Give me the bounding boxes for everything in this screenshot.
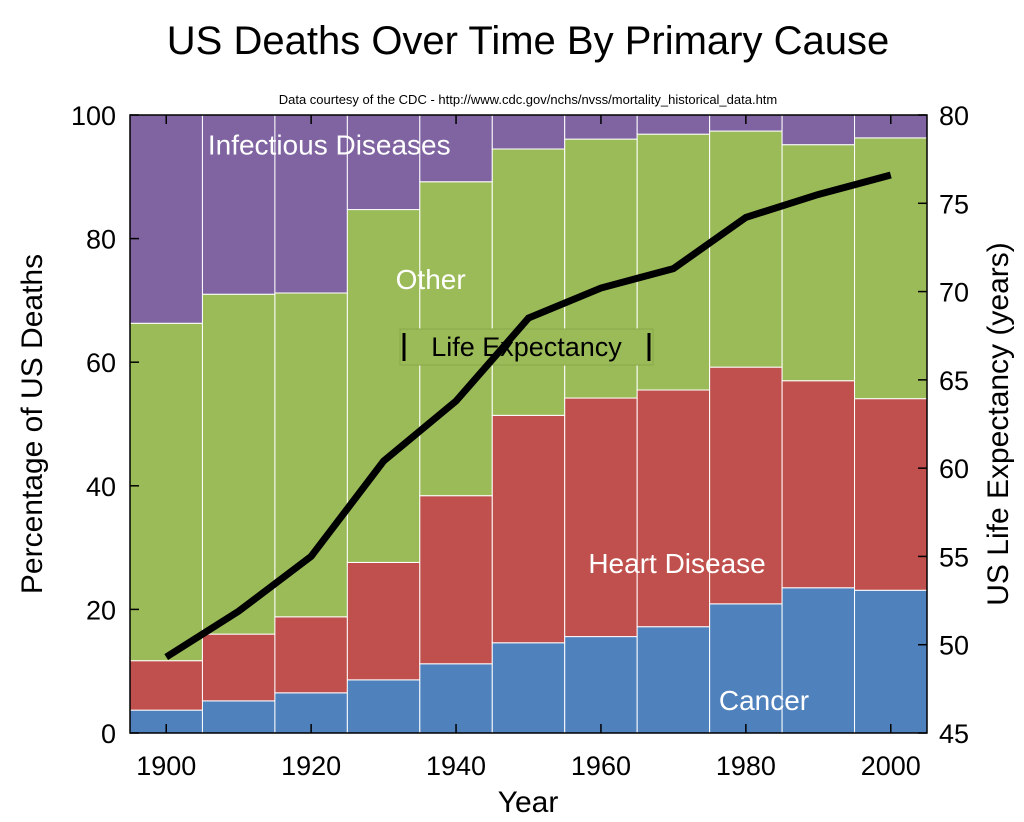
bar-heart-disease-2000 bbox=[854, 398, 928, 591]
bar-infectious-diseases-1950 bbox=[491, 114, 566, 150]
bar-other-1920 bbox=[274, 292, 348, 618]
y-tick-label-0: 0 bbox=[101, 719, 116, 749]
y-axis-left: 0 20 40 60 80 100 bbox=[71, 101, 139, 749]
y-tick-label-100: 100 bbox=[71, 101, 116, 131]
bar-infectious-diseases-1930 bbox=[346, 114, 421, 211]
bar-heart-disease-1910 bbox=[201, 633, 276, 702]
x-tick-label-1900: 1900 bbox=[136, 751, 196, 781]
y2-tick-label-45: 45 bbox=[939, 719, 969, 749]
bar-cancer-1950 bbox=[491, 642, 566, 734]
x-axis-label: Year bbox=[498, 786, 559, 819]
x-tick-label-1940: 1940 bbox=[426, 751, 486, 781]
bar-cancer-1910 bbox=[201, 700, 276, 734]
bar-cancer-1970 bbox=[636, 626, 711, 734]
y2-tick-label-65: 65 bbox=[939, 366, 969, 396]
bar-cancer-1990 bbox=[781, 587, 856, 734]
chart-title: US Deaths Over Time By Primary Cause bbox=[167, 19, 889, 63]
life-expectancy-line-layer bbox=[164, 171, 892, 661]
bar-infectious-diseases-1910 bbox=[201, 114, 276, 295]
bar-heart-disease-1960 bbox=[564, 397, 638, 638]
y-tick-label-20: 20 bbox=[86, 595, 116, 625]
bar-other-1950 bbox=[491, 148, 566, 416]
region-label-other: Other bbox=[396, 264, 466, 295]
bar-heart-disease-1920 bbox=[274, 616, 348, 694]
y2-tick-label-55: 55 bbox=[939, 542, 969, 572]
chart-subtitle: Data courtesy of the CDC - http://www.cd… bbox=[279, 92, 778, 107]
bar-infectious-diseases-1900 bbox=[129, 114, 203, 324]
bar-cancer-1940 bbox=[419, 663, 493, 734]
bar-cancer-1960 bbox=[564, 636, 638, 734]
bars-layer bbox=[129, 114, 928, 734]
y-axis-right: 45 50 55 60 65 70 75 80 bbox=[918, 101, 969, 749]
bar-other-1990 bbox=[781, 144, 856, 382]
y2-tick-label-60: 60 bbox=[939, 454, 969, 484]
x-axis: 1900 1920 1940 1960 1980 2000 bbox=[136, 115, 921, 781]
bar-infectious-diseases-1940 bbox=[419, 114, 493, 183]
y2-tick-label-80: 80 bbox=[939, 101, 969, 131]
x-tick-label-1980: 1980 bbox=[716, 751, 776, 781]
bar-other-1980 bbox=[709, 130, 783, 368]
bar-cancer-1930 bbox=[346, 679, 421, 734]
legend-box bbox=[399, 328, 654, 366]
bar-other-1930 bbox=[346, 209, 421, 563]
bar-heart-disease-1930 bbox=[346, 561, 421, 681]
region-label-heart-disease: Heart Disease bbox=[588, 548, 765, 579]
bar-heart-disease-1940 bbox=[419, 495, 493, 665]
y-axis-label: Percentage of US Deaths bbox=[16, 254, 49, 594]
bar-heart-disease-1970 bbox=[636, 389, 711, 628]
bar-heart-disease-1990 bbox=[781, 380, 856, 589]
bar-cancer-1980 bbox=[709, 603, 783, 734]
bar-cancer-2000 bbox=[854, 589, 928, 734]
legend-label: Life Expectancy bbox=[431, 332, 622, 362]
region-label-cancer: Cancer bbox=[719, 685, 809, 716]
x-tick-label-2000: 2000 bbox=[861, 751, 921, 781]
region-labels-layer: Infectious Diseases Other Heart Disease Can… bbox=[208, 130, 809, 717]
bar-heart-disease-1980 bbox=[709, 366, 783, 605]
legend: Life Expectancy bbox=[399, 328, 654, 366]
bar-heart-disease-1900 bbox=[129, 660, 203, 711]
x-tick-label-1920: 1920 bbox=[281, 751, 341, 781]
bar-infectious-diseases-1970 bbox=[636, 114, 711, 135]
bar-other-1910 bbox=[201, 293, 276, 635]
y-tick-label-80: 80 bbox=[86, 225, 116, 255]
bar-infectious-diseases-1990 bbox=[781, 114, 856, 146]
plot-frame bbox=[129, 114, 928, 734]
bar-other-1900 bbox=[129, 322, 203, 662]
region-label-infectious-diseases: Infectious Diseases bbox=[208, 130, 451, 161]
y2-axis-label: US Life Expectancy (years) bbox=[982, 242, 1015, 605]
y2-tick-label-70: 70 bbox=[939, 278, 969, 308]
bar-heart-disease-1950 bbox=[491, 414, 566, 644]
y2-tick-label-50: 50 bbox=[939, 631, 969, 661]
y2-tick-label-75: 75 bbox=[939, 189, 969, 219]
bar-infectious-diseases-1920 bbox=[274, 114, 348, 294]
y-tick-label-40: 40 bbox=[86, 472, 116, 502]
y-tick-label-60: 60 bbox=[86, 348, 116, 378]
x-tick-label-1960: 1960 bbox=[571, 751, 631, 781]
